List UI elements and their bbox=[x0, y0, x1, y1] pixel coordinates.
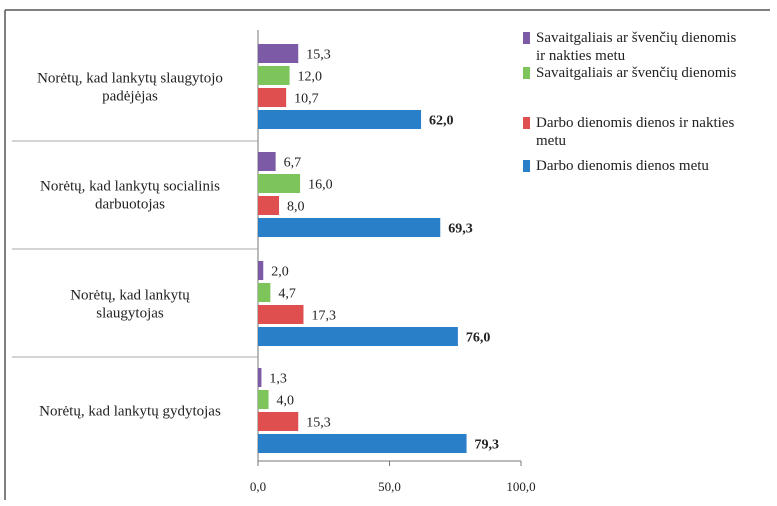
bar-1-2 bbox=[258, 152, 276, 171]
plot-area: 0,0 50,0 100,0 Norėtų, kad lankytų slaugyto… bbox=[12, 30, 536, 494]
x-tick-label-1: 0,0 bbox=[250, 479, 266, 494]
data-label-4-1: 62,0 bbox=[429, 114, 454, 129]
legend-label-1: ir nakties metu bbox=[536, 48, 626, 64]
bar-4-1 bbox=[258, 110, 422, 129]
bar-3-3 bbox=[258, 305, 304, 324]
data-label-4-4: 79,3 bbox=[475, 438, 500, 453]
bar-3-4 bbox=[258, 412, 299, 431]
data-label-1-1: 15,3 bbox=[306, 48, 331, 63]
category-label-3: slaugytojas bbox=[96, 306, 164, 322]
legend-swatch-1 bbox=[523, 32, 530, 44]
data-label-1-3: 2,0 bbox=[271, 265, 289, 280]
category-label-4: Norėtų, kad lankytų gydytojas bbox=[39, 404, 221, 420]
bar-1-1 bbox=[258, 44, 299, 63]
data-label-3-1: 10,7 bbox=[294, 92, 319, 107]
bar-1-3 bbox=[258, 261, 264, 280]
legend-label-1: Savaitgaliais ar švenčių dienomis bbox=[536, 30, 737, 46]
x-tick-label-3: 100,0 bbox=[506, 479, 535, 494]
legend-swatch-3 bbox=[523, 117, 530, 129]
legend-swatch-2 bbox=[523, 67, 530, 79]
category-label-1: Norėtų, kad lankytų slaugytojo bbox=[37, 71, 223, 87]
data-label-2-2: 16,0 bbox=[308, 178, 333, 193]
bar-4-2 bbox=[258, 218, 441, 237]
category-label-3: Norėtų, kad lankytų bbox=[70, 288, 190, 304]
bar-4-4 bbox=[258, 434, 467, 453]
data-label-2-3: 4,7 bbox=[278, 287, 296, 302]
bar-3-2 bbox=[258, 196, 280, 215]
data-label-2-1: 12,0 bbox=[298, 70, 323, 85]
data-label-3-3: 17,3 bbox=[311, 309, 336, 324]
legend-label-4: Darbo dienomis dienos metu bbox=[536, 158, 709, 174]
legend-label-3: Darbo dienomis dienos ir nakties bbox=[536, 115, 734, 131]
category-label-2: Norėtų, kad lankytų socialinis bbox=[40, 179, 220, 195]
legend-label-2: Savaitgaliais ar švenčių dienomis bbox=[536, 65, 737, 81]
bar-2-1 bbox=[258, 66, 290, 85]
legend-swatch-4 bbox=[523, 160, 530, 172]
data-label-4-2: 69,3 bbox=[448, 222, 473, 237]
data-label-2-4: 4,0 bbox=[277, 394, 295, 409]
bar-2-4 bbox=[258, 390, 269, 409]
data-label-3-2: 8,0 bbox=[287, 200, 305, 215]
data-label-1-2: 6,7 bbox=[284, 156, 302, 171]
x-tick-label-2: 50,0 bbox=[378, 479, 401, 494]
category-label-2: darbuotojas bbox=[95, 197, 165, 213]
bar-2-3 bbox=[258, 283, 271, 302]
bar-2-2 bbox=[258, 174, 301, 193]
bar-3-1 bbox=[258, 88, 287, 107]
bar-4-3 bbox=[258, 327, 458, 346]
data-label-4-3: 76,0 bbox=[466, 331, 491, 346]
bar-1-4 bbox=[258, 368, 262, 387]
data-label-3-4: 15,3 bbox=[306, 416, 331, 431]
legend-label-3: metu bbox=[536, 133, 566, 149]
category-label-1: padėjėjas bbox=[102, 89, 158, 105]
data-label-1-4: 1,3 bbox=[269, 372, 287, 387]
